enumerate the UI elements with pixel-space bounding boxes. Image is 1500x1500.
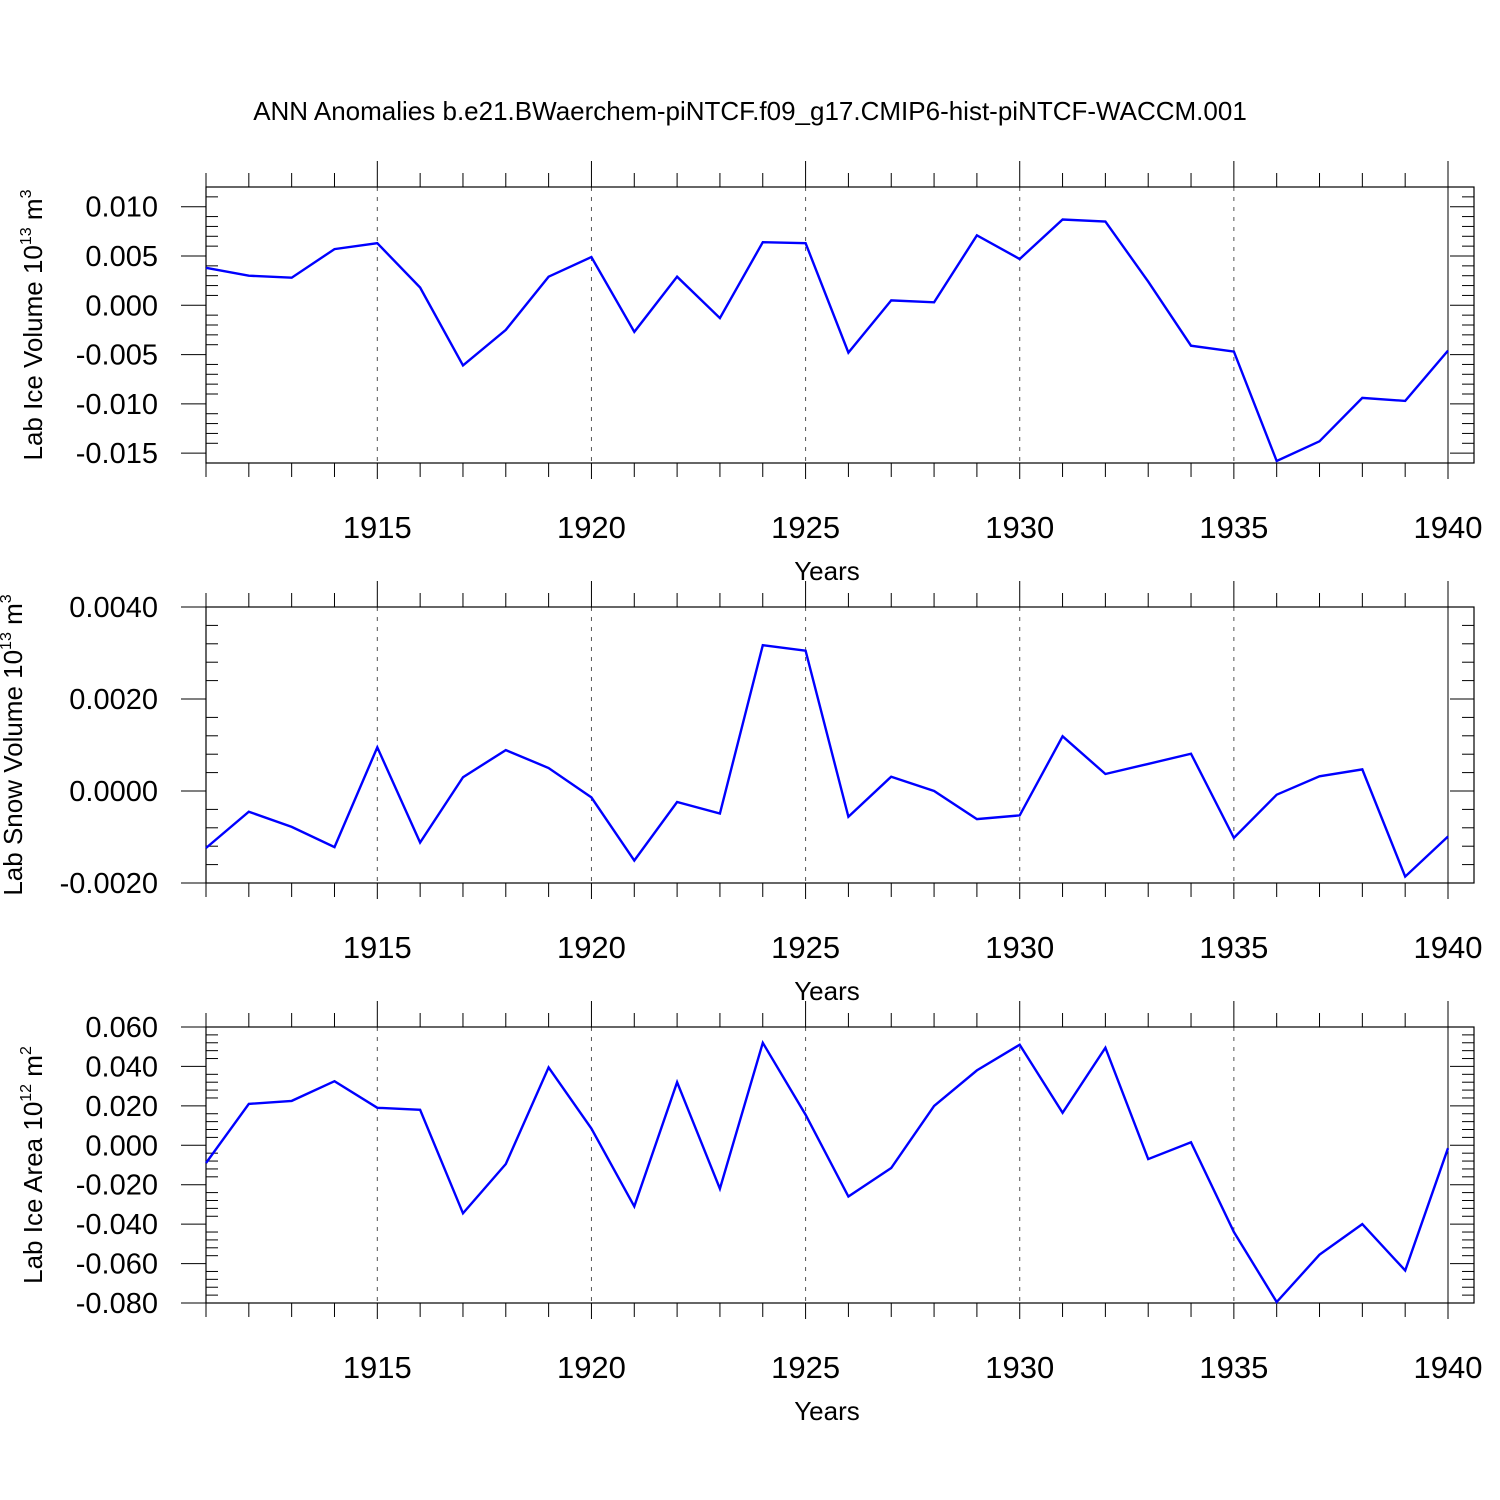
y-tick-label: -0.0020 [60, 868, 158, 900]
chart-panel-snow-volume: 0.0040 0.0020 0.0000 -0.0020 1915 1920 1925 193… [0, 581, 1482, 1006]
y-axis-label-unit-exponent: 2 [18, 1046, 35, 1055]
plot-frame [205, 1026, 1475, 1304]
y-tick-label: -0.040 [76, 1209, 158, 1241]
x-tick-label: 1925 [771, 1350, 840, 1385]
x-axis-label: Years [794, 976, 860, 1006]
x-tick-label: 1935 [1199, 1350, 1268, 1385]
y-axis-label: Lab Ice Volume 1013 m3 [18, 189, 48, 460]
y-tick-label: -0.060 [76, 1249, 158, 1281]
y-axis-label-unit-exponent: 3 [0, 594, 15, 603]
y-tick-label: -0.020 [76, 1170, 158, 1202]
series-line [205, 1039, 1450, 1304]
y-axis-label-exponent: 13 [18, 227, 35, 245]
x-tick-label: 1930 [985, 930, 1054, 965]
y-axis-label-exponent: 12 [18, 1084, 35, 1102]
x-tick-label: 1920 [557, 1350, 626, 1385]
x-tick-label: 1920 [557, 930, 626, 965]
y-axis-label-unit: m [18, 198, 48, 227]
y-axis-label-text: Lab Ice Area 10 [18, 1102, 48, 1284]
y-axis-label-unit: m [18, 1055, 48, 1084]
x-tick-label: 1940 [1414, 510, 1483, 545]
x-tick-label: 1920 [557, 510, 626, 545]
y-tick-label: 0.005 [85, 241, 158, 273]
x-tick-label: 1915 [343, 1350, 412, 1385]
y-tick-label: 0.020 [85, 1091, 158, 1123]
y-tick-label: -0.010 [76, 389, 158, 421]
x-tick-label: 1935 [1199, 510, 1268, 545]
chart-panel-ice-area: 0.060 0.040 0.020 0.000 -0.020 -0.040 -0.060 -0… [18, 1001, 1482, 1426]
y-axis-label-text: Lab Snow Volume 10 [0, 650, 28, 896]
y-tick-label: 0.0000 [69, 776, 158, 808]
x-tick-label: 1930 [985, 510, 1054, 545]
y-axis-label-text: Lab Ice Volume 10 [18, 245, 48, 460]
chart-panel-ice-volume: 0.010 0.005 0.000 -0.005 -0.010 -0.015 1915 192… [18, 161, 1482, 586]
y-tick-label: 0.0040 [69, 592, 158, 624]
plot-frame [205, 186, 1475, 464]
x-axis-label: Years [794, 1396, 860, 1426]
x-axis-label: Years [794, 556, 860, 586]
y-tick-label: 0.000 [85, 1130, 158, 1162]
y-tick-label: 0.010 [85, 192, 158, 224]
x-tick-label: 1940 [1414, 930, 1483, 965]
y-axis-label-unit: m [0, 603, 28, 632]
y-tick-label: 0.040 [85, 1051, 158, 1083]
figure-title: ANN Anomalies b.e21.BWaerchem-piNTCF.f09… [253, 96, 1247, 126]
series-line [205, 643, 1449, 879]
y-axis-label-exponent: 13 [0, 632, 15, 650]
y-axis-label: Lab Snow Volume 1013 m3 [0, 594, 28, 895]
x-tick-label: 1930 [985, 1350, 1054, 1385]
y-axis-label: Lab Ice Area 1012 m2 [18, 1046, 48, 1284]
y-tick-label: -0.005 [76, 340, 158, 372]
x-tick-label: 1935 [1199, 930, 1268, 965]
x-tick-label: 1915 [343, 510, 412, 545]
series-line [205, 218, 1449, 463]
y-tick-label: -0.080 [76, 1288, 158, 1320]
x-tick-label: 1940 [1414, 1350, 1483, 1385]
y-tick-label: -0.015 [76, 438, 158, 470]
x-tick-label: 1925 [771, 510, 840, 545]
y-tick-label: 0.0020 [69, 684, 158, 716]
y-tick-label: 0.000 [85, 290, 158, 322]
x-tick-label: 1915 [343, 930, 412, 965]
y-axis-label-unit-exponent: 3 [18, 189, 35, 198]
plot-frame [205, 606, 1475, 884]
y-tick-label: 0.060 [85, 1012, 158, 1044]
x-tick-label: 1925 [771, 930, 840, 965]
